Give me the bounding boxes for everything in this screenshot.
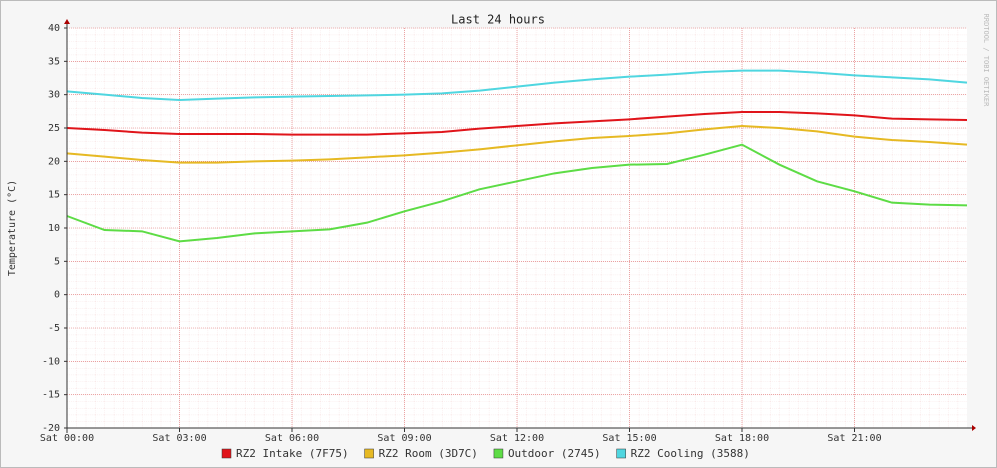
series-line bbox=[66, 111, 968, 136]
y-tick-label: -10 bbox=[42, 356, 60, 367]
lines-layer bbox=[66, 69, 968, 243]
y-arrow bbox=[64, 19, 70, 24]
legend-swatch bbox=[493, 448, 504, 459]
y-tick-label: 35 bbox=[48, 56, 60, 67]
legend-swatch bbox=[364, 448, 374, 459]
x-tick-label: Sat 15:00 bbox=[602, 433, 656, 444]
y-tick-label: 20 bbox=[48, 156, 60, 167]
y-tick-label: 40 bbox=[48, 23, 60, 34]
y-tick-label: 0 bbox=[54, 290, 60, 301]
y-tick-label: 25 bbox=[48, 123, 60, 134]
watermark: RRDTOOL / TOBI OETIKER bbox=[982, 14, 990, 108]
y-axis-label: Temperature (°C) bbox=[7, 180, 18, 276]
legend-label: RZ2 Room (3D7C) bbox=[379, 447, 478, 460]
y-tick-label: 30 bbox=[48, 90, 60, 101]
x-tick-label: Sat 09:00 bbox=[377, 433, 431, 444]
series-line bbox=[66, 143, 968, 243]
legend-label: Outdoor (2745) bbox=[508, 447, 601, 460]
x-tick-label: Sat 12:00 bbox=[490, 433, 544, 444]
legend-swatch bbox=[221, 448, 232, 459]
legend-label: RZ2 Cooling (3588) bbox=[631, 447, 750, 460]
series-line bbox=[66, 124, 968, 164]
y-tick-label: -5 bbox=[48, 323, 60, 334]
y-tick-label: 15 bbox=[48, 190, 60, 201]
x-tick-label: Sat 21:00 bbox=[827, 433, 881, 444]
y-tick-label: 5 bbox=[54, 256, 60, 267]
x-arrow bbox=[972, 425, 976, 431]
legend-swatch bbox=[616, 448, 626, 459]
y-tick-label: -15 bbox=[42, 390, 60, 401]
x-tick-label: Sat 06:00 bbox=[265, 433, 319, 444]
chart-title: Last 24 hours bbox=[451, 13, 545, 27]
series-line bbox=[66, 69, 968, 102]
legend: RZ2 Intake (7F75) RZ2 Room (3D7C) Outdoor … bbox=[221, 447, 750, 460]
y-tick-label: 10 bbox=[48, 223, 60, 234]
y-tick-label: -20 bbox=[42, 423, 60, 434]
legend-label: RZ2 Intake (7F75) bbox=[236, 447, 349, 460]
x-tick-label: Sat 18:00 bbox=[715, 433, 769, 444]
x-tick-label: Sat 03:00 bbox=[152, 433, 206, 444]
x-tick-label: Sat 00:00 bbox=[40, 433, 94, 444]
